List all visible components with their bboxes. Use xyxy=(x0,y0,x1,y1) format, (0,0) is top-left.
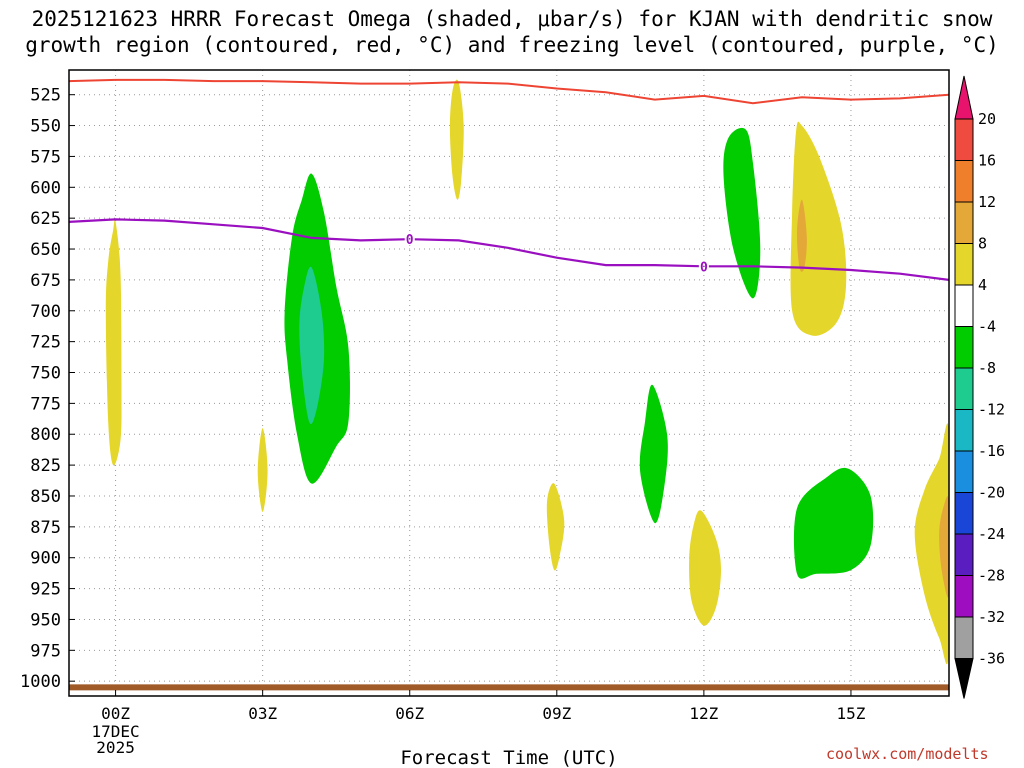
y-tick-label: 825 xyxy=(30,456,61,476)
colorbar-tick-label: -36 xyxy=(978,650,1005,668)
colorbar-swatch xyxy=(954,201,974,244)
y-tick-label: 875 xyxy=(30,518,61,538)
colorbar-swatch xyxy=(954,492,974,535)
omega-region xyxy=(105,219,122,466)
freezing-level-line xyxy=(69,218,949,281)
colorbar-swatch xyxy=(954,616,974,659)
colorbar-tick-label: 20 xyxy=(978,110,996,128)
omega-region xyxy=(449,79,464,200)
omega-region xyxy=(790,121,847,336)
plot-frame xyxy=(68,69,950,697)
credit-link[interactable]: coolwx.com/modelts xyxy=(826,745,989,763)
omega-region xyxy=(939,496,949,598)
omega-region xyxy=(796,199,807,272)
x-tick-sublabel: 2025 xyxy=(96,738,135,757)
title-line-2: growth region (contoured, red, °C) and f… xyxy=(25,33,999,57)
colorbar-swatch xyxy=(954,243,974,286)
colorbar-tick-label: -8 xyxy=(978,359,996,377)
colorbar-swatch xyxy=(954,409,974,452)
colorbar-swatch xyxy=(954,575,974,618)
colorbar-tick-label: -4 xyxy=(978,318,996,336)
omega-region xyxy=(914,423,949,665)
colorbar-tick-label: 4 xyxy=(978,276,987,294)
y-tick-label: 675 xyxy=(30,271,61,291)
title-line-1: 2025121623 HRRR Forecast Omega (shaded, … xyxy=(31,7,993,31)
omega-region xyxy=(689,510,721,626)
colorbar-bottom-triangle xyxy=(954,658,974,699)
colorbar-swatch xyxy=(954,367,974,410)
y-tick-label: 775 xyxy=(30,394,61,414)
y-tick-label: 725 xyxy=(30,333,61,353)
colorbar-tick-label: -28 xyxy=(978,567,1005,585)
y-tick-label: 700 xyxy=(30,302,61,322)
omega-shading xyxy=(69,79,949,691)
contour-label-bg xyxy=(698,258,709,273)
y-tick-label: 600 xyxy=(30,178,61,198)
x-tick-label: 09Z xyxy=(542,704,571,723)
omega-region xyxy=(299,266,325,425)
colorbar-top-triangle xyxy=(954,75,974,120)
y-tick-label: 650 xyxy=(30,240,61,260)
colorbar-swatch xyxy=(954,533,974,576)
y-tick-label: 950 xyxy=(30,610,61,630)
y-tick-label: 975 xyxy=(30,641,61,661)
omega-region xyxy=(723,127,761,299)
colorbar-swatch xyxy=(954,326,974,369)
x-tick-label: 15Z xyxy=(836,704,865,723)
colorbar-tick-label: 16 xyxy=(978,152,996,170)
y-tick-label: 550 xyxy=(30,117,61,137)
y-tick-label: 625 xyxy=(30,209,61,229)
freezing-contour-label: 0 xyxy=(700,260,708,275)
x-tick-label: 12Z xyxy=(689,704,718,723)
y-tick-label: 925 xyxy=(30,580,61,600)
y-tick-label: 800 xyxy=(30,425,61,445)
omega-region xyxy=(546,483,565,571)
x-tick-label: 03Z xyxy=(248,704,277,723)
colorbar-tick-label: -32 xyxy=(978,608,1005,626)
omega-region xyxy=(639,384,668,524)
colorbar-swatch xyxy=(954,284,974,327)
dgz-contour-line xyxy=(69,78,949,105)
colorbar-tick-label: 8 xyxy=(978,235,987,253)
contour-label-bg xyxy=(404,231,415,246)
colorbar-tick-label: -16 xyxy=(978,442,1005,460)
y-tick-label: 850 xyxy=(30,487,61,507)
y-tick-label: 750 xyxy=(30,364,61,384)
omega-region xyxy=(793,467,874,579)
grid xyxy=(69,70,949,696)
y-tick-label: 575 xyxy=(30,147,61,167)
y-tick-label: 1000 xyxy=(20,672,61,692)
colorbar-swatch xyxy=(954,160,974,203)
chart-title: 2025121623 HRRR Forecast Omega (shaded, … xyxy=(0,6,1024,58)
colorbar-swatch xyxy=(954,450,974,493)
colorbar-tick-label: -12 xyxy=(978,401,1005,419)
y-tick-label: 900 xyxy=(30,549,61,569)
colorbar-tick-label: -20 xyxy=(978,484,1005,502)
freezing-contour-label: 0 xyxy=(406,233,414,248)
colorbar-tick-label: -24 xyxy=(978,525,1005,543)
colorbar-tick-label: 12 xyxy=(978,193,996,211)
x-tick-label: 06Z xyxy=(395,704,424,723)
colorbar-swatch xyxy=(954,118,974,161)
y-tick-label: 525 xyxy=(30,86,61,106)
contour-lines: 00 xyxy=(69,78,949,281)
x-tick-label: 00Z xyxy=(101,704,130,723)
colorbar: 20 16 12 8 4 -4 -8 -12 -16 -20 -24 -28 -32 -36 xyxy=(954,75,1005,699)
x-axis-label: Forecast Time (UTC) xyxy=(400,747,617,768)
axes: 525 550 575 600 625 650 675 700 725 750 775 800 825 8… xyxy=(20,86,866,768)
x-tick-sublabel: 17DEC xyxy=(91,722,139,741)
omega-region xyxy=(257,428,268,512)
surface-bar xyxy=(69,684,949,691)
